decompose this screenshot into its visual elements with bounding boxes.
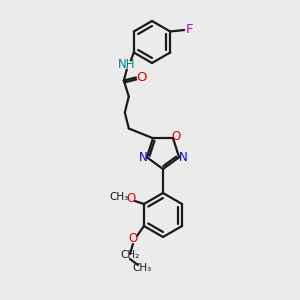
Text: N: N (179, 151, 188, 164)
Text: CH₂: CH₂ (120, 250, 140, 260)
Text: O: O (128, 232, 138, 245)
Text: CH₃: CH₃ (132, 263, 152, 273)
Text: CH₃: CH₃ (109, 192, 129, 202)
Text: F: F (185, 23, 193, 36)
Text: O: O (171, 130, 181, 143)
Text: O: O (136, 71, 147, 84)
Text: O: O (126, 191, 136, 205)
Text: NH: NH (118, 58, 136, 71)
Text: N: N (139, 151, 147, 164)
